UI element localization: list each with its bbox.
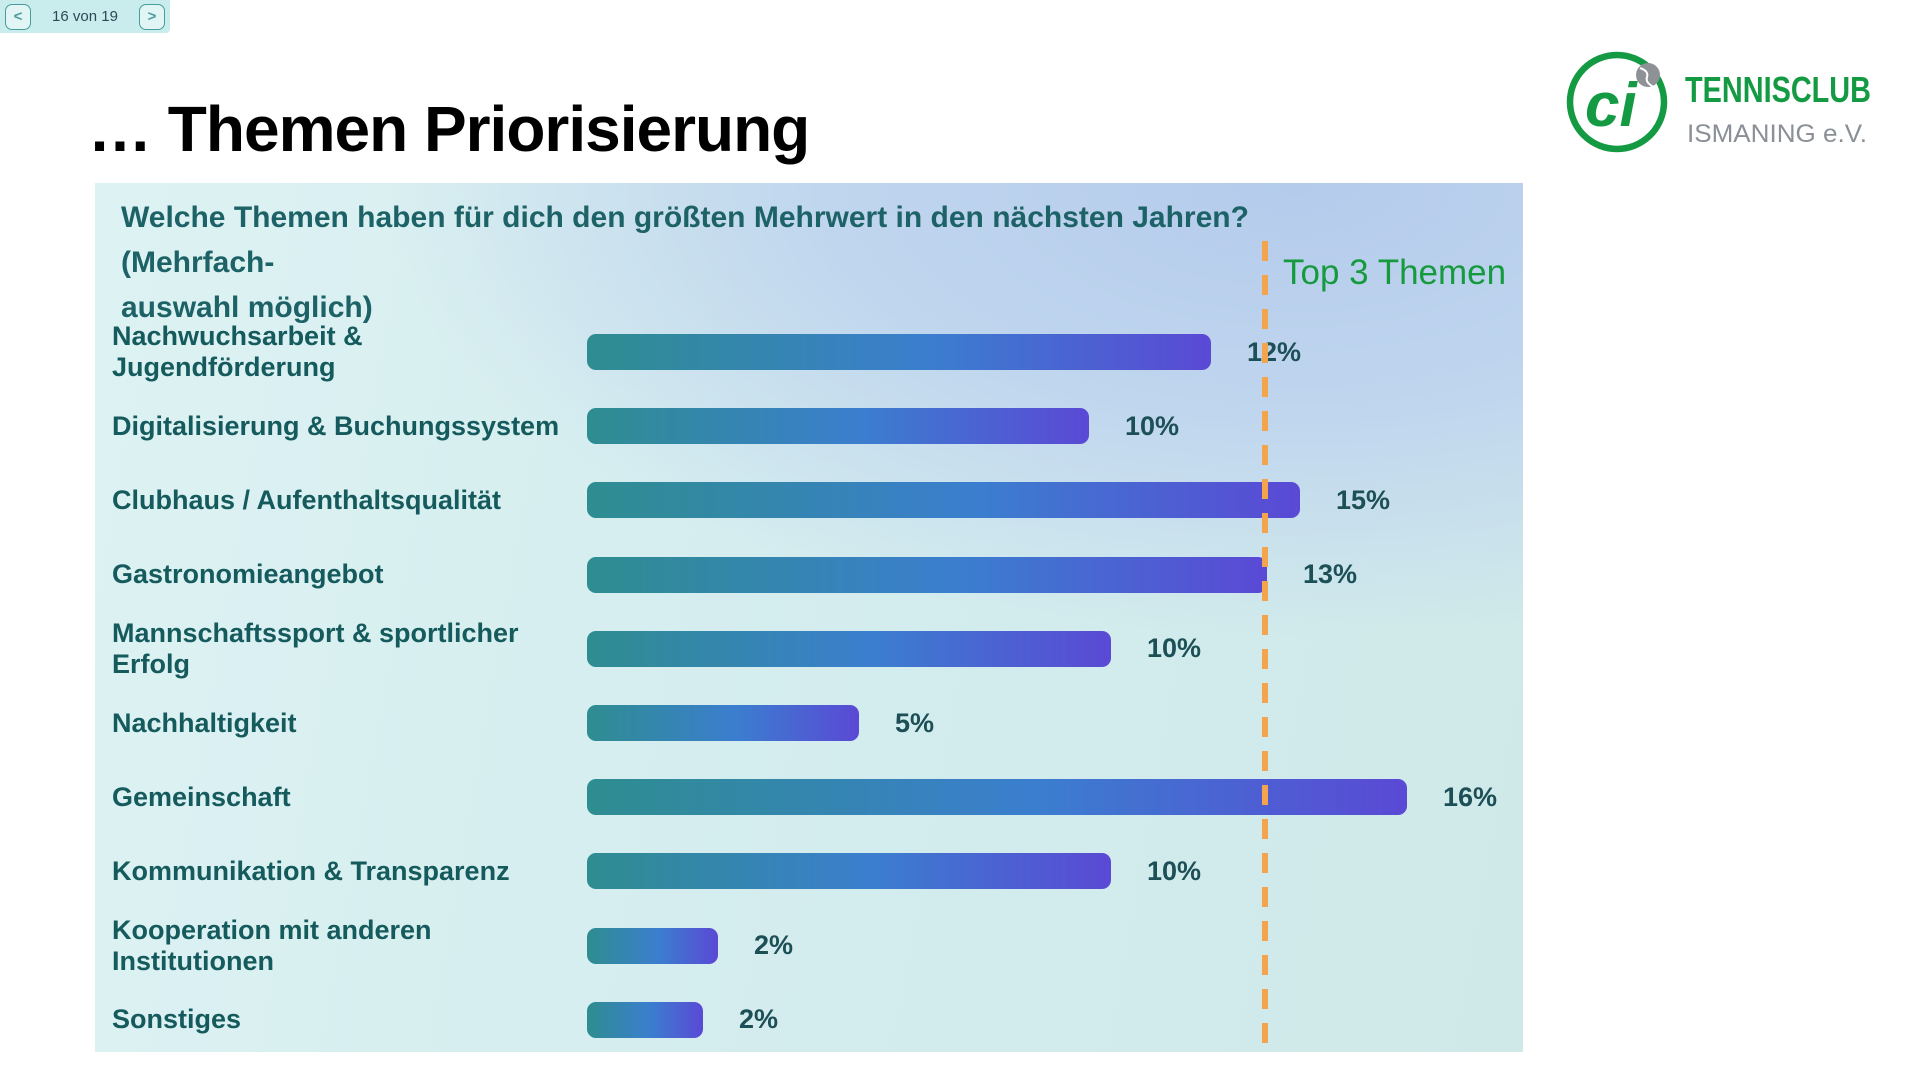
value-label: 2% [739,1004,779,1035]
bar [587,853,1111,890]
top3-threshold-line [1262,241,1268,1052]
bar [587,630,1111,667]
bar [587,556,1267,593]
chart-row: Digitalisierung & Buchungssystem 10% [95,389,1523,463]
category-label: Gemeinschaft [112,781,291,812]
value-label: 10% [1147,633,1202,664]
chevron-right-icon: > [147,8,157,25]
page-navigation: < 16 von 19 > [0,0,170,33]
bar [587,927,718,964]
bar [587,482,1300,519]
chart-row: Kooperation mit anderen Institutionen 2% [95,909,1523,983]
value-label: 12% [1247,336,1302,367]
category-label: Gastronomieangebot [112,559,384,590]
chart-row: Sonstiges 2% [95,983,1523,1057]
value-label: 13% [1303,559,1358,590]
chart-row: Gemeinschaft 16% [95,760,1523,834]
chart-row: Mannschaftssport & sportlicher Erfolg 10… [95,612,1523,686]
chart-row: Clubhaus / Aufenthaltsqualität 15% [95,463,1523,537]
page-counter: 16 von 19 [52,8,118,25]
question-line-1: Welche Themen haben für dich den größten… [121,201,1249,279]
chart-row: Gastronomieangebot 13% [95,538,1523,612]
category-label: Nachwuchsarbeit & Jugendförderung [112,321,363,382]
bar [587,779,1407,816]
logo-wordmark: TENNISCLUB [1685,69,1871,110]
tennis-ball-seam [1639,67,1655,88]
bar [587,334,1211,370]
bar [587,408,1089,445]
question-line-2: auswahl möglich) [121,291,373,324]
category-label: Kooperation mit anderen Institutionen [112,914,432,976]
chart-row: Kommunikation & Transparenz 10% [95,834,1523,908]
value-label: 15% [1336,484,1391,515]
category-label: Kommunikation & Transparenz [112,855,510,886]
page-title: … Themen Priorisierung [88,93,810,165]
top3-annotation: Top 3 Themen [1283,253,1507,292]
bar [587,705,859,741]
bar [587,1001,703,1038]
category-label: Digitalisierung & Buchungssystem [112,410,560,441]
value-label: 2% [754,930,794,961]
value-label: 10% [1147,855,1202,886]
category-label: Sonstiges [112,1004,242,1035]
chevron-left-icon: < [13,8,23,25]
previous-page-button[interactable]: < [5,3,31,30]
logo-monogram: ci [1585,71,1638,140]
chart-row: Nachhaltigkeit 5% [95,686,1523,760]
tennisclub-ismaning-logo: ci TENNISCLUB ISMANING e.V. [1566,51,1871,153]
category-label: Mannschaftssport & sportlicher Erfolg [112,617,519,679]
category-label: Clubhaus / Aufenthaltsqualität [112,484,502,515]
logo-ring [1566,51,1668,153]
chart-row: Nachwuchsarbeit & Jugendförderung 12% [95,315,1523,389]
logo-subline: ISMANING e.V. [1687,120,1867,148]
value-label: 5% [895,707,935,738]
category-label: Nachhaltigkeit [112,707,297,738]
bar-chart: Welche Themen haben für dich den größten… [95,183,1523,1052]
value-label: 10% [1125,410,1180,441]
chart-question: Welche Themen haben für dich den größten… [121,195,1311,330]
value-label: 16% [1443,781,1498,812]
next-page-button[interactable]: > [138,3,165,30]
